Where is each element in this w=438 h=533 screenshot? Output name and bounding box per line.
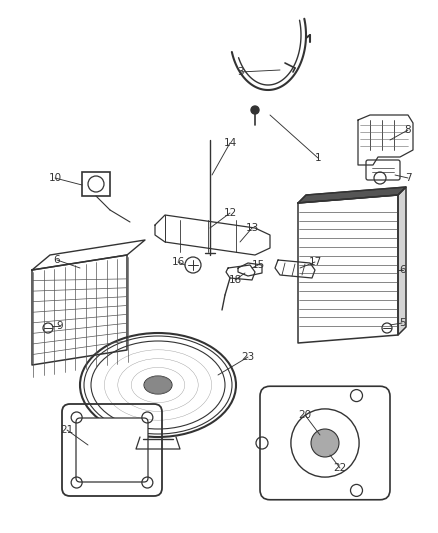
Text: 17: 17 xyxy=(308,257,321,267)
Text: 9: 9 xyxy=(57,321,64,331)
Text: 10: 10 xyxy=(49,173,62,183)
Text: 23: 23 xyxy=(241,352,254,362)
Polygon shape xyxy=(298,187,406,203)
Text: 6: 6 xyxy=(54,255,60,265)
Polygon shape xyxy=(398,187,406,335)
Text: 13: 13 xyxy=(245,223,258,233)
Circle shape xyxy=(311,429,339,457)
Circle shape xyxy=(251,106,259,114)
Text: 21: 21 xyxy=(60,425,74,435)
Text: 5: 5 xyxy=(399,318,405,328)
Text: 20: 20 xyxy=(298,410,311,420)
Text: 14: 14 xyxy=(223,138,237,148)
Text: 16: 16 xyxy=(171,257,185,267)
Text: 6: 6 xyxy=(400,265,406,275)
Text: 1: 1 xyxy=(314,153,321,163)
Text: 12: 12 xyxy=(223,208,237,218)
Text: 18: 18 xyxy=(228,275,242,285)
Text: 22: 22 xyxy=(333,463,346,473)
Text: 8: 8 xyxy=(405,125,411,135)
Text: 7: 7 xyxy=(405,173,411,183)
Bar xyxy=(82,172,110,196)
Ellipse shape xyxy=(144,376,172,394)
FancyBboxPatch shape xyxy=(76,418,148,482)
Text: 3: 3 xyxy=(237,67,244,77)
Text: 15: 15 xyxy=(251,260,265,270)
